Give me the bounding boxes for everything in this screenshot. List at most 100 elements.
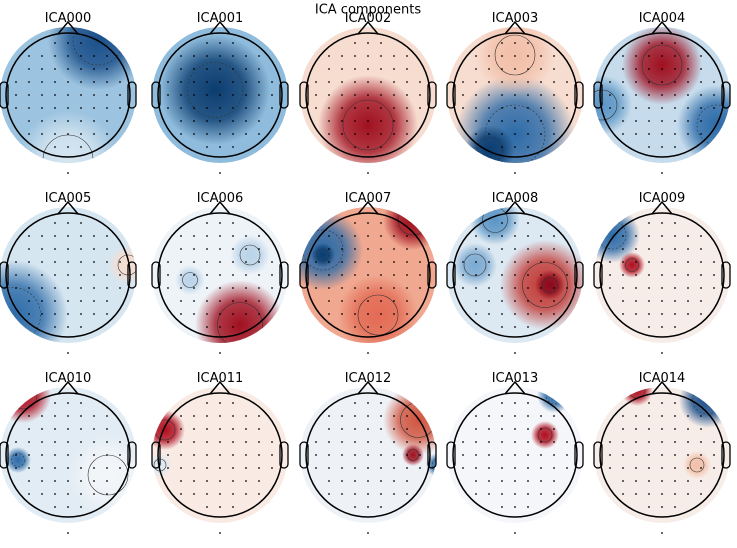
sensor bbox=[180, 467, 182, 469]
sensor bbox=[622, 287, 624, 289]
sensor bbox=[119, 81, 121, 83]
sensor bbox=[41, 235, 43, 237]
sensor bbox=[514, 235, 516, 237]
sensor bbox=[315, 107, 317, 109]
sensor bbox=[501, 454, 503, 456]
sensor bbox=[380, 133, 382, 135]
sensor bbox=[232, 42, 234, 44]
sensor bbox=[328, 313, 330, 315]
sensor bbox=[501, 402, 503, 404]
sensor bbox=[393, 235, 395, 237]
sensor bbox=[527, 68, 529, 70]
sensor bbox=[232, 454, 234, 456]
sensor bbox=[106, 415, 108, 417]
sensor bbox=[354, 493, 356, 495]
sensor bbox=[380, 68, 382, 70]
sensor bbox=[41, 274, 43, 276]
sensor bbox=[41, 415, 43, 417]
sensor bbox=[514, 313, 516, 315]
sensor bbox=[67, 454, 69, 456]
sensor bbox=[661, 68, 663, 70]
sensor bbox=[341, 248, 343, 250]
sensor bbox=[635, 133, 637, 135]
sensor bbox=[232, 467, 234, 469]
sensor bbox=[514, 81, 516, 83]
sensor bbox=[648, 506, 650, 508]
sensor bbox=[661, 120, 663, 122]
blob bbox=[195, 280, 285, 343]
sensor bbox=[341, 120, 343, 122]
sensor bbox=[206, 81, 208, 83]
sensor bbox=[367, 235, 369, 237]
sensor bbox=[488, 287, 490, 289]
sensor bbox=[380, 81, 382, 83]
sensor bbox=[700, 248, 702, 250]
sensor bbox=[167, 454, 169, 456]
sensor bbox=[354, 55, 356, 57]
sensor bbox=[106, 493, 108, 495]
contour bbox=[316, 248, 330, 262]
ear bbox=[593, 81, 603, 109]
ear bbox=[0, 81, 9, 109]
sensor bbox=[661, 235, 663, 237]
ear bbox=[127, 81, 137, 109]
sensor bbox=[553, 274, 555, 276]
sensor bbox=[687, 235, 689, 237]
sensor bbox=[258, 300, 260, 302]
sensor bbox=[167, 441, 169, 443]
nose bbox=[651, 200, 673, 215]
sensor bbox=[245, 261, 247, 263]
sensor bbox=[367, 133, 369, 135]
sensor bbox=[367, 120, 369, 122]
sensor bbox=[232, 287, 234, 289]
sensor bbox=[28, 441, 30, 443]
blob bbox=[160, 35, 270, 145]
sensor bbox=[328, 120, 330, 122]
sensor bbox=[367, 146, 369, 148]
sensor bbox=[54, 107, 56, 109]
sensor bbox=[232, 107, 234, 109]
sensor bbox=[54, 506, 56, 508]
sensor bbox=[687, 441, 689, 443]
sensor bbox=[28, 274, 30, 276]
sensor bbox=[354, 415, 356, 417]
sensor bbox=[661, 352, 663, 354]
sensor bbox=[687, 274, 689, 276]
sensor bbox=[328, 415, 330, 417]
ear bbox=[721, 81, 731, 109]
sensor bbox=[527, 248, 529, 250]
sensor bbox=[553, 81, 555, 83]
sensor bbox=[328, 493, 330, 495]
sensor bbox=[219, 274, 221, 276]
sensor bbox=[67, 222, 69, 224]
sensor bbox=[462, 454, 464, 456]
sensor bbox=[380, 402, 382, 404]
sensor bbox=[219, 454, 221, 456]
sensor bbox=[93, 107, 95, 109]
sensor bbox=[406, 133, 408, 135]
sensor bbox=[328, 454, 330, 456]
sensor bbox=[527, 313, 529, 315]
sensor bbox=[219, 222, 221, 224]
sensor bbox=[219, 300, 221, 302]
sensor bbox=[367, 428, 369, 430]
sensor bbox=[380, 261, 382, 263]
sensor bbox=[648, 133, 650, 135]
sensor bbox=[341, 454, 343, 456]
sensor bbox=[180, 248, 182, 250]
sensor bbox=[648, 287, 650, 289]
sensor bbox=[245, 428, 247, 430]
sensor bbox=[219, 235, 221, 237]
sensor bbox=[553, 428, 555, 430]
sensor bbox=[648, 441, 650, 443]
sensor bbox=[258, 68, 260, 70]
sensor bbox=[206, 235, 208, 237]
sensor bbox=[648, 235, 650, 237]
sensor bbox=[501, 313, 503, 315]
sensor bbox=[206, 493, 208, 495]
sensor bbox=[367, 248, 369, 250]
head bbox=[5, 32, 131, 158]
sensor bbox=[713, 467, 715, 469]
sensor bbox=[406, 287, 408, 289]
sensor bbox=[475, 120, 477, 122]
